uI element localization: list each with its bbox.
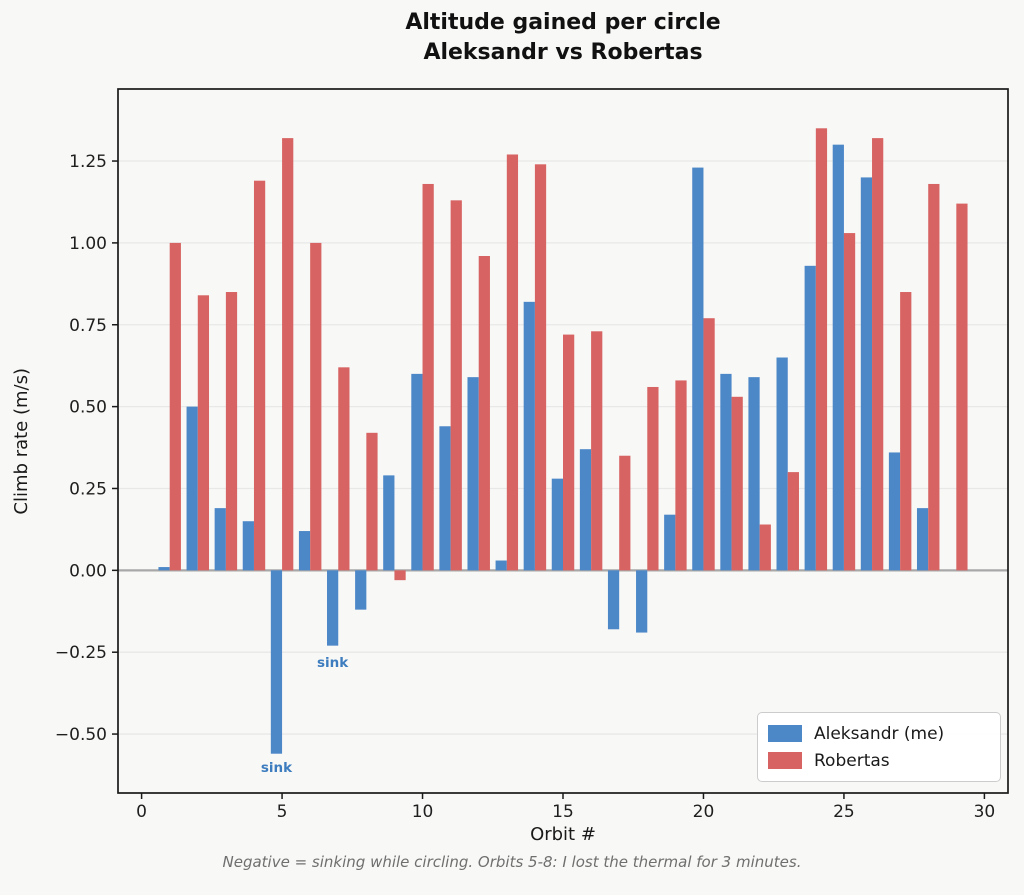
bar-robertas-orbit-2	[197, 295, 210, 571]
legend-row-2: Robertas	[768, 747, 990, 774]
legend-swatch-2	[768, 752, 802, 769]
legend-swatch-1	[768, 725, 802, 742]
bar-aleksandr-orbit-25	[832, 144, 844, 571]
bar-aleksandr-orbit-4	[242, 521, 254, 571]
bar-aleksandr-orbit-8	[355, 570, 367, 610]
bar-robertas-orbit-15	[563, 334, 575, 571]
bar-aleksandr-orbit-17	[607, 570, 620, 630]
legend-row-1: Aleksandr (me)	[768, 720, 990, 747]
y-tick-label-0.75: 0.75	[69, 316, 107, 336]
y-tick-label-1.00: 1.00	[69, 234, 107, 254]
bar-robertas-orbit-19	[675, 380, 687, 571]
bar-robertas-orbit-18	[647, 386, 659, 571]
bar-robertas-orbit-12	[478, 255, 490, 571]
bar-aleksandr-orbit-12	[467, 377, 479, 571]
bar-robertas-orbit-9	[394, 570, 406, 581]
bar-robertas-orbit-17	[619, 455, 631, 571]
bar-robertas-orbit-10	[422, 183, 434, 571]
bar-robertas-orbit-8	[366, 432, 378, 571]
y-tick-label-0.25: 0.25	[69, 479, 107, 499]
y-tick-label-−0.50: −0.50	[55, 725, 107, 745]
bar-robertas-orbit-28	[928, 183, 940, 571]
bar-aleksandr-orbit-14	[523, 301, 535, 571]
bar-robertas-orbit-7	[338, 367, 350, 571]
bar-aleksandr-orbit-10	[411, 373, 423, 571]
bar-aleksandr-orbit-26	[860, 177, 873, 571]
y-tick-label-−0.25: −0.25	[55, 643, 107, 663]
x-axis-label: Orbit #	[530, 824, 596, 845]
bar-robertas-orbit-20	[703, 318, 715, 571]
bar-robertas-orbit-5	[282, 138, 294, 571]
bar-aleksandr-orbit-16	[579, 449, 592, 571]
y-tick-label-0.00: 0.00	[69, 561, 107, 581]
bar-aleksandr-orbit-15	[551, 478, 563, 571]
x-tick-label-15: 15	[552, 802, 574, 822]
bar-robertas-orbit-22	[759, 524, 771, 571]
annotation-sink-1: sink	[261, 760, 293, 776]
y-tick-label-1.25: 1.25	[69, 152, 107, 172]
bar-robertas-orbit-6	[310, 242, 322, 571]
bar-aleksandr-orbit-19	[664, 514, 676, 571]
x-tick-label-20: 20	[693, 802, 715, 822]
bar-aleksandr-orbit-24	[804, 265, 816, 571]
legend-label-1: Aleksandr (me)	[814, 723, 945, 744]
x-tick-label-0: 0	[136, 802, 147, 822]
legend-label-2: Robertas	[814, 750, 890, 771]
bar-aleksandr-orbit-6	[298, 531, 311, 571]
bar-robertas-orbit-21	[731, 396, 743, 571]
bar-aleksandr-orbit-27	[888, 452, 901, 571]
bar-aleksandr-orbit-3	[214, 508, 226, 571]
chart-title-line1: Altitude gained per circle	[405, 10, 721, 35]
bar-aleksandr-orbit-21	[720, 373, 732, 571]
bar-robertas-orbit-3	[225, 292, 238, 571]
bar-robertas-orbit-1	[169, 242, 181, 571]
bar-aleksandr-orbit-13	[495, 560, 507, 571]
x-tick-label-25: 25	[833, 802, 855, 822]
bar-aleksandr-orbit-5	[270, 570, 283, 754]
bar-aleksandr-orbit-9	[383, 475, 395, 571]
bar-robertas-orbit-13	[506, 154, 519, 571]
x-tick-label-10: 10	[412, 802, 434, 822]
bar-robertas-orbit-14	[534, 164, 547, 571]
bar-aleksandr-orbit-1	[158, 567, 170, 571]
bar-aleksandr-orbit-2	[186, 406, 198, 571]
y-tick-label-0.50: 0.50	[69, 398, 107, 418]
x-tick-label-30: 30	[974, 802, 996, 822]
bar-robertas-orbit-25	[843, 233, 856, 571]
bar-aleksandr-orbit-22	[748, 377, 760, 571]
bar-aleksandr-orbit-20	[692, 167, 704, 571]
bar-aleksandr-orbit-18	[636, 570, 648, 633]
bar-robertas-orbit-24	[815, 128, 828, 571]
bar-aleksandr-orbit-11	[439, 426, 451, 571]
bar-robertas-orbit-4	[253, 180, 266, 571]
bar-robertas-orbit-23	[787, 472, 799, 571]
bar-robertas-orbit-26	[872, 138, 884, 571]
bar-aleksandr-orbit-23	[776, 357, 788, 571]
legend: Aleksandr (me) Robertas	[757, 712, 1001, 782]
x-tick-label-5: 5	[277, 802, 288, 822]
bar-aleksandr-orbit-7	[327, 570, 339, 646]
bar-robertas-orbit-16	[591, 331, 603, 571]
bar-aleksandr-orbit-28	[916, 508, 929, 571]
bar-robertas-orbit-29	[956, 203, 968, 571]
annotation-sink-2: sink	[317, 655, 349, 671]
chart-title-line2: Aleksandr vs Robertas	[423, 40, 703, 65]
bar-robertas-orbit-27	[900, 292, 912, 571]
bar-robertas-orbit-11	[450, 200, 462, 571]
footnote-caption: Negative = sinking while circling. Orbit…	[222, 853, 802, 871]
chart-title: Altitude gained per circle Aleksandr vs …	[118, 8, 1008, 68]
